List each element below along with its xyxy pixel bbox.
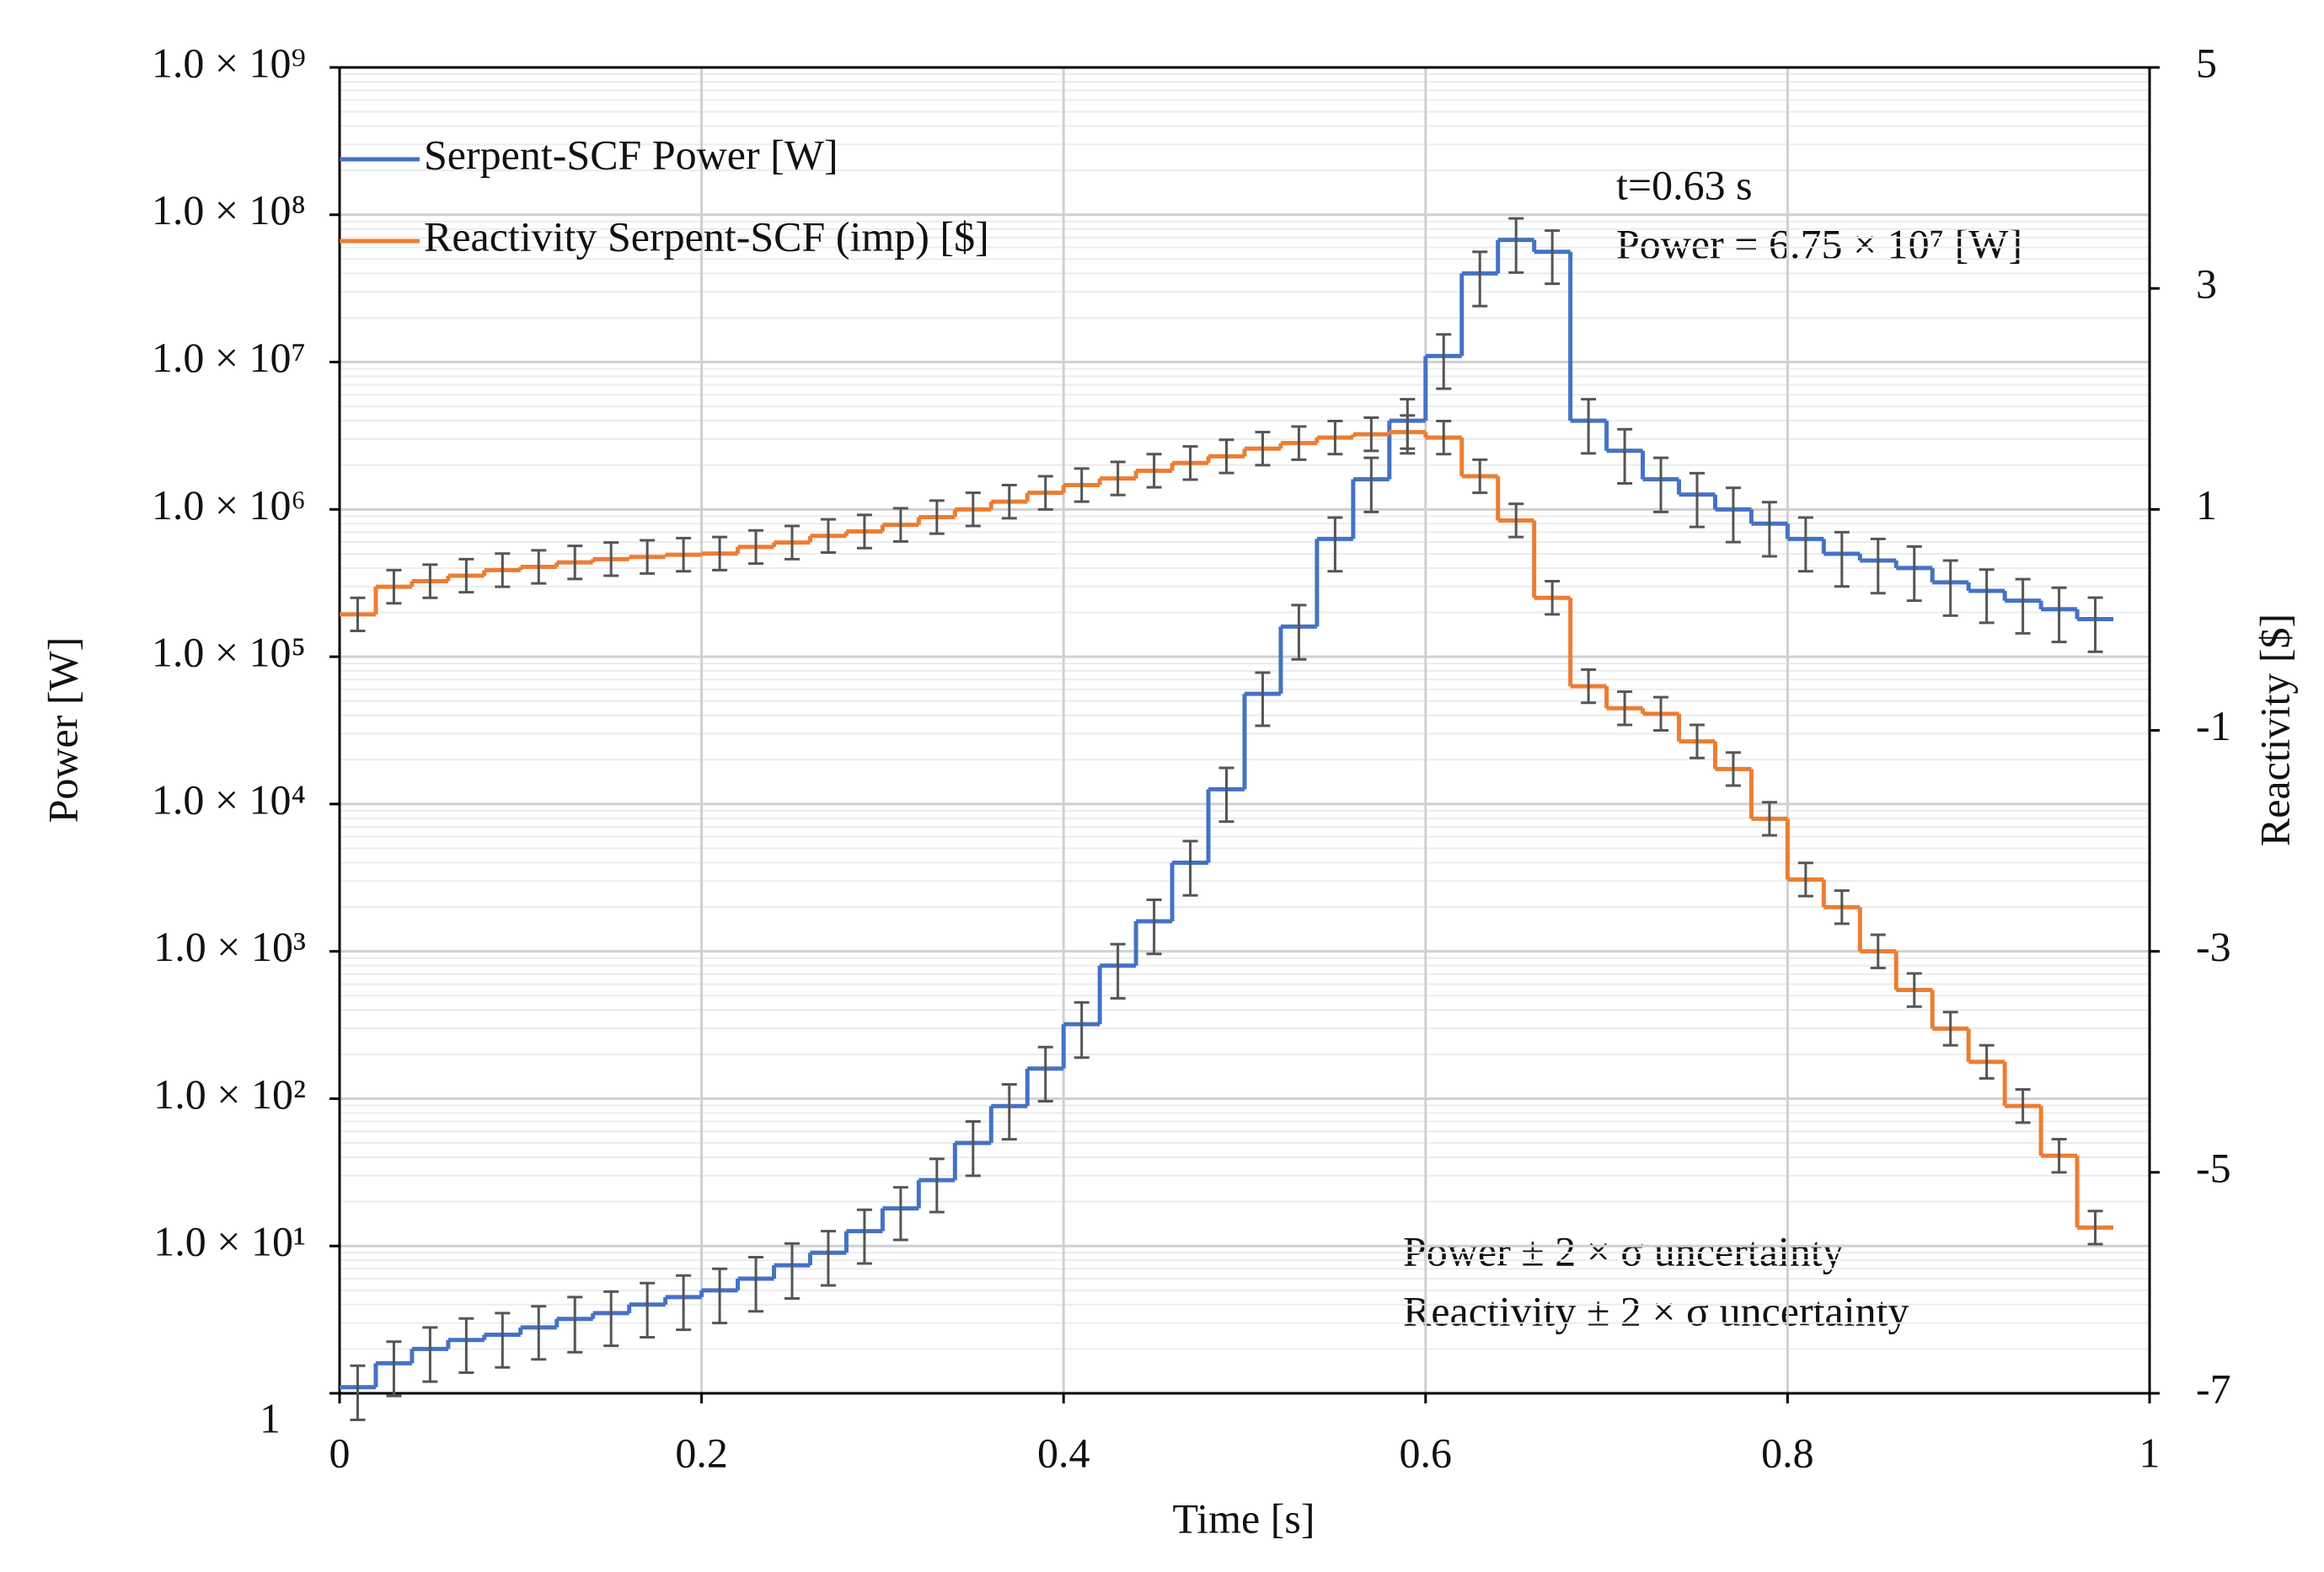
y2-axis-label: Reactivity [$] — [2251, 614, 2298, 846]
y2-tick-label: 3 — [2196, 260, 2217, 308]
y-tick-label: 1.0 × 10⁸ — [152, 186, 306, 233]
legend-label: Reactivity Serpent-SCF (imp) [$] — [424, 212, 989, 260]
y-tick-label: 1.0 × 10³ — [153, 923, 306, 970]
x-tick-label: 1 — [2139, 1429, 2161, 1476]
y2-tick-label: 1 — [2196, 481, 2217, 528]
x-tick-label: 0.8 — [1761, 1429, 1814, 1476]
y2-tick-label: -5 — [2196, 1144, 2231, 1191]
y2-tick-label: -1 — [2196, 702, 2231, 749]
x-tick-label: 0.2 — [675, 1429, 728, 1476]
x-tick-label: 0 — [329, 1429, 351, 1476]
x-axis-label: Time [s] — [1172, 1494, 1315, 1542]
y-tick-label: 1 — [260, 1394, 281, 1441]
y-tick-label: 1.0 × 10¹ — [153, 1218, 306, 1265]
y-tick-label: 1.0 × 10⁵ — [152, 629, 306, 676]
plot-frame — [338, 66, 2151, 1395]
y-tick-label: 1.0 × 10² — [153, 1070, 306, 1118]
x-tick-label: 0.6 — [1400, 1429, 1453, 1476]
annotation: Reactivity ± 2 × σ uncertainty — [1403, 1287, 1909, 1334]
y-tick-label: 1.0 × 10⁷ — [152, 334, 306, 381]
y2-tick-label: 5 — [2196, 39, 2217, 86]
y2-tick-label: -3 — [2196, 923, 2231, 970]
y-tick-label: 1.0 × 10⁹ — [152, 39, 306, 86]
y-axis-label: Power [W] — [39, 637, 86, 824]
annotation: Power ± 2 × σ uncertainty — [1403, 1227, 1844, 1274]
legend-label: Serpent-SCF Power [W] — [424, 131, 838, 178]
y-tick-label: 1.0 × 10⁶ — [152, 481, 306, 528]
annotation: t=0.63 s — [1616, 161, 1753, 208]
x-tick-label: 0.4 — [1037, 1429, 1090, 1476]
annotation: Power = 6.75 × 10⁷ [W] — [1616, 220, 2022, 267]
y-tick-label: 1.0 × 10⁴ — [152, 775, 306, 823]
y2-tick-label: -7 — [2196, 1365, 2231, 1412]
